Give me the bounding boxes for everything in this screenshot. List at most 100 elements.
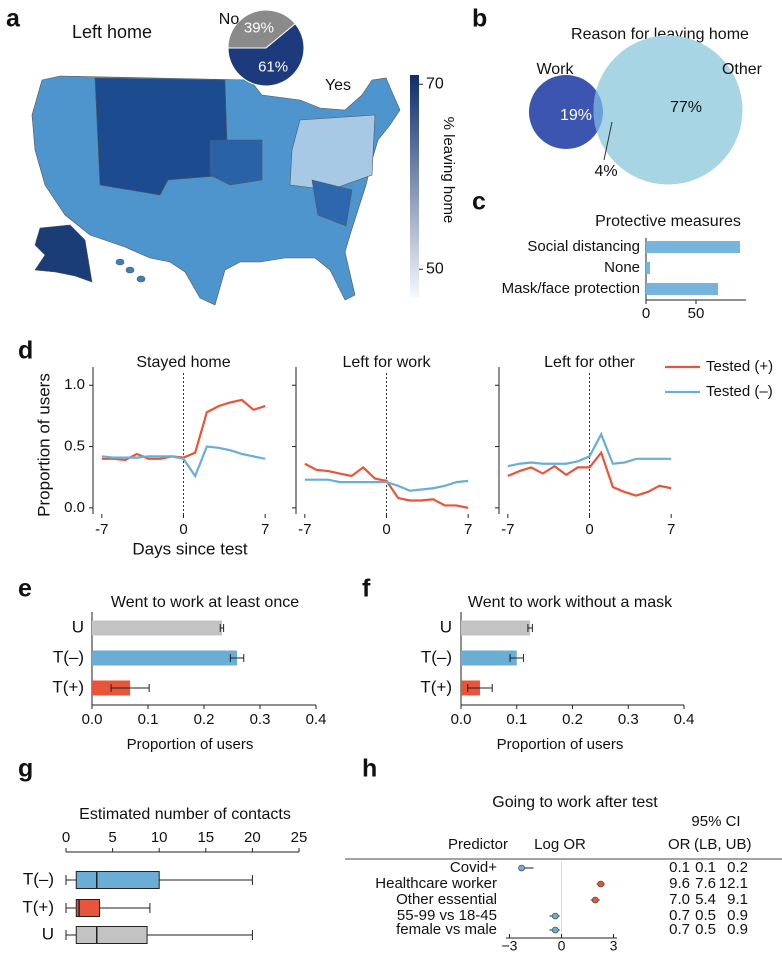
venn-value-label: 19% — [560, 107, 592, 124]
x-tick-label: 7 — [464, 521, 472, 538]
colorbar — [410, 75, 419, 297]
bar — [646, 283, 718, 295]
pie-value-label: 61% — [258, 59, 288, 76]
y-tick-label: 1.0 — [64, 376, 85, 393]
y-tick-label: T(–) — [53, 647, 84, 666]
or-value: 0.7 — [669, 907, 690, 924]
panel-title: Went to work without a mask — [468, 594, 673, 611]
x-tick-label: 0.0 — [82, 711, 103, 728]
panel-letter: c — [472, 188, 486, 216]
y-axis-label: Proportion of users — [34, 373, 53, 517]
bar — [92, 650, 238, 666]
ci-upper: 12.1 — [719, 875, 748, 892]
legend-label: Tested (+) — [706, 358, 773, 375]
venn-set-name: Other — [722, 61, 763, 78]
venn-set — [593, 35, 743, 185]
x-tick-label: 25 — [291, 829, 308, 846]
x-tick-label: 20 — [244, 829, 261, 846]
pie-category-label: No — [219, 11, 240, 28]
colorbar-tick-label: 70 — [426, 75, 444, 92]
point — [597, 880, 605, 888]
series-line — [304, 478, 469, 492]
venn-overlap-label: 4% — [594, 163, 617, 180]
map-region — [125, 266, 135, 274]
pie-category-label: Yes — [325, 77, 351, 94]
bar — [92, 620, 222, 636]
y-tick-label: 0.0 — [64, 499, 85, 516]
x-tick-label: 0.4 — [306, 711, 327, 728]
x-tick-label: 0 — [585, 521, 593, 538]
series-line — [304, 462, 469, 509]
panel-title: Protective measures — [595, 213, 741, 230]
y-tick-label: T(+) — [22, 897, 54, 916]
x-tick-label: 0.3 — [250, 711, 271, 728]
x-tick-label: 0.2 — [562, 711, 583, 728]
ci-upper: 0.9 — [727, 907, 748, 924]
panel-title: Reason for leaving home — [571, 26, 749, 43]
x-axis-label: Proportion of users — [127, 736, 254, 753]
map-region — [34, 224, 93, 283]
series-line — [507, 431, 672, 468]
map-region — [136, 275, 146, 283]
box — [75, 926, 148, 944]
point — [552, 912, 559, 920]
map-region — [94, 77, 229, 196]
predictor-label: 55-99 vs 18-45 — [397, 907, 497, 924]
x-tick-label: 0 — [179, 521, 187, 538]
ci-lower: 5.4 — [695, 891, 716, 908]
venn-value-label: 77% — [670, 99, 702, 116]
x-tick-label: 0.1 — [506, 711, 527, 728]
predictor-label: Healthcare worker — [375, 875, 497, 892]
subplot-title: Left for other — [544, 354, 635, 371]
x-tick-label: -7 — [298, 521, 311, 538]
x-tick-label: 10 — [151, 829, 168, 846]
x-tick-label: 0.4 — [674, 711, 695, 728]
y-tick-label: T(–) — [23, 869, 54, 888]
panel-letter: e — [18, 575, 32, 603]
map-region — [115, 258, 125, 266]
panel-title: Left home — [72, 22, 152, 42]
ci-upper: 9.1 — [727, 891, 748, 908]
ci-upper: 0.2 — [727, 859, 748, 876]
x-tick-label: 5 — [108, 829, 116, 846]
venn-set-name: Work — [536, 61, 574, 78]
subplot-title: Stayed home — [136, 354, 230, 371]
y-tick-label: T(+) — [52, 677, 84, 696]
legend-label: Tested (–) — [706, 383, 773, 400]
map-region — [289, 114, 376, 191]
column-header: OR — [668, 836, 691, 853]
y-tick-label: T(–) — [421, 647, 452, 666]
point — [518, 864, 525, 872]
panel-letter: g — [18, 755, 33, 783]
panel-letter: f — [362, 575, 371, 603]
pie-slice — [227, 23, 305, 87]
x-tick-label: 0.1 — [138, 711, 159, 728]
x-tick-label: 0 — [642, 305, 650, 322]
x-tick-label: 0.3 — [618, 711, 639, 728]
box — [75, 899, 101, 917]
x-tick-label: 0 — [382, 521, 390, 538]
ci-lower: 0.5 — [695, 921, 716, 938]
x-tick-label: 0 — [62, 829, 70, 846]
panel-letter: b — [472, 5, 487, 33]
or-value: 0.1 — [669, 859, 690, 876]
y-tick-label: Social distancing — [527, 238, 640, 255]
x-tick-label: 50 — [688, 305, 705, 322]
pie-value-label: 39% — [244, 19, 274, 36]
column-header: 95% CI — [691, 813, 740, 830]
series-line — [101, 445, 266, 479]
predictor-label: Covid+ — [450, 859, 497, 876]
column-header: Predictor — [448, 836, 508, 853]
x-axis-label: Days since test — [132, 539, 248, 558]
predictor-label: Other essential — [396, 891, 497, 908]
ci-upper: 0.9 — [727, 921, 748, 938]
point — [591, 896, 599, 904]
map-region — [209, 139, 263, 186]
column-header: (LB, UB) — [694, 836, 752, 853]
x-tick-label: -7 — [501, 521, 514, 538]
x-axis-label: Proportion of users — [497, 736, 624, 753]
panel-letter: d — [18, 337, 33, 365]
y-tick-label: Mask/face protection — [502, 280, 640, 297]
colorbar-tick-label: 50 — [426, 260, 444, 277]
